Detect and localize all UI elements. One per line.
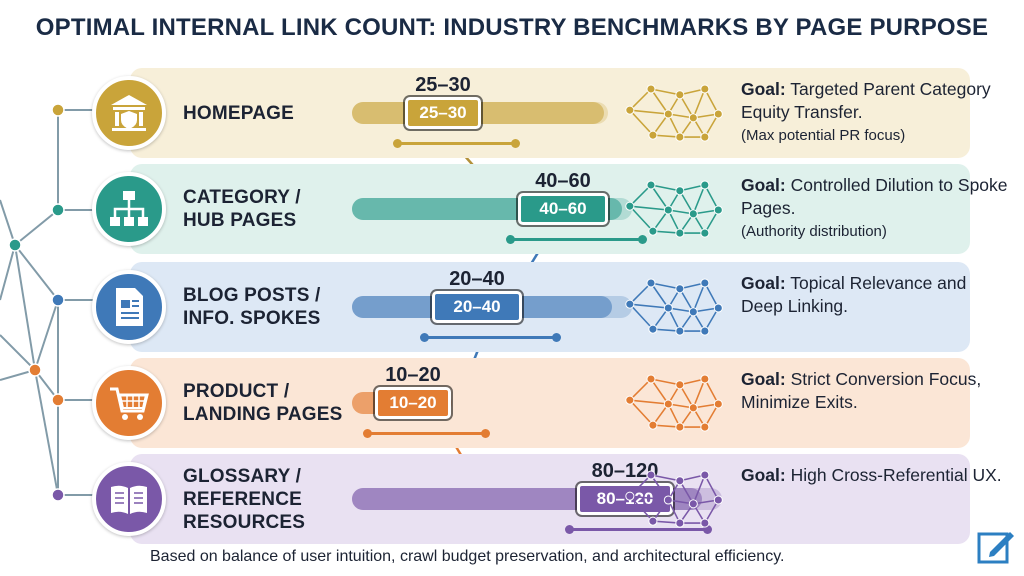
range-underline-node <box>393 139 402 148</box>
range-underline-node <box>565 525 574 534</box>
page-title: OPTIMAL INTERNAL LINK COUNT: INDUSTRY BE… <box>35 14 989 41</box>
range-underline <box>397 142 513 145</box>
goal-text: Goal: Targeted Parent Category Equity Tr… <box>741 78 1011 147</box>
range-underline-node <box>481 429 490 438</box>
range-badge: 25–30 <box>405 97 481 129</box>
node-network-icon <box>625 470 723 528</box>
node-network-icon <box>625 84 723 142</box>
bank-shield-icon <box>92 76 166 150</box>
range-badge: 20–40 <box>432 291 522 323</box>
goal-prefix: Goal: <box>741 79 786 99</box>
range-top-label: 20–40 <box>449 268 505 290</box>
range-underline-node <box>506 235 515 244</box>
goal-prefix: Goal: <box>741 465 786 485</box>
range-underline-node <box>511 139 520 148</box>
range-top-label: 25–30 <box>415 74 471 96</box>
goal-prefix: Goal: <box>741 273 786 293</box>
footer-note: Based on balance of user intuition, craw… <box>150 548 785 565</box>
row-label: CATEGORY / HUB PAGES <box>183 187 301 231</box>
goal-note: (Authority distribution) <box>741 223 887 240</box>
row-label: GLOSSARY / REFERENCE RESOURCES <box>183 465 306 533</box>
goal-description: Topical Relevance and Deep Linking. <box>741 273 967 316</box>
range-underline <box>569 528 705 531</box>
range-underline <box>367 432 483 435</box>
range-underline-node <box>638 235 647 244</box>
goal-text: Goal: High Cross-Referential UX. <box>741 464 1011 487</box>
row-3 <box>130 358 970 448</box>
node-network-icon <box>625 374 723 432</box>
range-top-label: 80–120 <box>591 460 659 482</box>
goal-prefix: Goal: <box>741 369 786 389</box>
range-badge: 40–60 <box>518 193 608 225</box>
range-underline <box>510 238 640 241</box>
row-label: HOMEPAGE <box>183 102 295 124</box>
document-icon <box>92 270 166 344</box>
range-underline-node <box>552 333 561 342</box>
range-underline <box>424 336 554 339</box>
node-network-icon <box>625 278 723 336</box>
edit-icon[interactable] <box>976 526 1016 566</box>
range-top-label: 10–20 <box>385 364 441 386</box>
row-label: BLOG POSTS / INFO. SPOKES <box>183 285 321 329</box>
goal-description: Strict Conversion Focus, Minimize Exits. <box>741 369 982 412</box>
goal-description: Targeted Parent Category Equity Transfer… <box>741 79 991 122</box>
range-top-label: 40–60 <box>535 170 591 192</box>
goal-text: Goal: Topical Relevance and Deep Linking… <box>741 272 1011 318</box>
shopping-cart-icon <box>92 366 166 440</box>
open-book-icon <box>92 462 166 536</box>
range-underline-node <box>420 333 429 342</box>
goal-text: Goal: Controlled Dilution to Spoke Pages… <box>741 174 1011 243</box>
goal-prefix: Goal: <box>741 175 786 195</box>
range-underline-node <box>363 429 372 438</box>
goal-note: (Max potential PR focus) <box>741 127 906 144</box>
goal-description: High Cross-Referential UX. <box>785 465 1002 485</box>
row-label: PRODUCT / LANDING PAGES <box>183 381 343 425</box>
range-badge: 10–20 <box>375 387 451 419</box>
goal-description: Controlled Dilution to Spoke Pages. <box>741 175 1008 218</box>
node-network-icon <box>625 180 723 238</box>
hierarchy-icon <box>92 172 166 246</box>
range-underline-node <box>703 525 712 534</box>
goal-text: Goal: Strict Conversion Focus, Minimize … <box>741 368 1011 414</box>
